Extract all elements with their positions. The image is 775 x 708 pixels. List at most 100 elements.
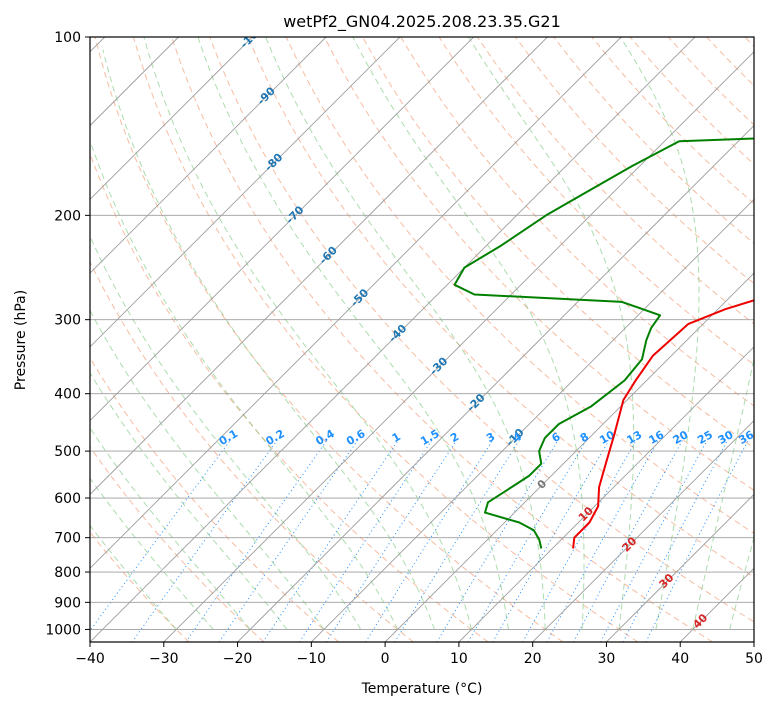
mixing-ratio-label: 25: [695, 428, 715, 447]
isotherm-line: [532, 420, 754, 642]
x-tick-label: −20: [223, 651, 253, 667]
isotherm-line: [311, 198, 754, 642]
isotherm-label: 30: [657, 571, 677, 591]
moist-adiabat-line: [265, 37, 546, 630]
chart-title: wetPf2_GN04.2025.208.23.35.G21: [283, 12, 561, 32]
mixing-ratio-line: [365, 440, 493, 642]
mixing-ratio-line: [492, 440, 610, 642]
moist-adiabat-line: [197, 37, 509, 630]
dry-adiabat-line: [94, 37, 564, 642]
isotherm-label: -80: [262, 150, 285, 173]
y-tick-label: 100: [54, 30, 81, 46]
isotherm-line: [90, 37, 253, 200]
dry-adiabat-line: [438, 37, 754, 366]
moist-adiabat-line: [619, 37, 700, 630]
x-axis: −40 −30 −20 −10 0 10 20 30 40 50: [75, 642, 763, 667]
x-tick-label: −10: [297, 651, 327, 667]
dry-adiabat-line: [362, 37, 754, 449]
dry-adiabat-line: [706, 37, 754, 87]
mixing-ratio-line: [645, 440, 749, 642]
dry-adiabat-line: [629, 37, 754, 165]
y-tick-label: 900: [54, 595, 81, 611]
isotherm-line: [90, 37, 474, 422]
y-tick-label: 700: [54, 531, 81, 547]
mixing-ratio-line: [262, 440, 399, 642]
isotherm-line: [753, 641, 754, 642]
isotherm-line: [458, 346, 754, 642]
isotherm-line: [90, 37, 327, 274]
moist-adiabat-line: [102, 49, 436, 630]
moist-adiabat-line: [90, 139, 399, 630]
isotherm-line: [679, 567, 754, 642]
mixing-ratio-line: [185, 440, 328, 642]
isotherm-line: [237, 124, 754, 642]
isotherm-line: [384, 272, 754, 642]
moist-adiabat-line: [90, 371, 288, 630]
isotherm-line: [606, 493, 754, 642]
mixing-ratio-labels: 0.1 0.2 0.4 0.6 1 1.5 2 3 4 6 8 10 13 16 20 25 30 36: [217, 427, 757, 448]
mixing-ratio-line: [467, 440, 587, 642]
mixing-ratio-line: [90, 440, 231, 632]
dry-adiabat-line: [744, 37, 754, 47]
y-tick-label: 400: [54, 387, 81, 403]
isotherm-label: -50: [348, 286, 371, 309]
isotherm-label: -40: [386, 322, 409, 345]
moist-adiabat-line: [692, 356, 754, 630]
y-tick-label: 800: [54, 565, 81, 581]
mixing-ratio-label: 1: [390, 430, 403, 445]
y-tick-label: 600: [54, 491, 81, 507]
moist-adiabat-line: [729, 535, 754, 630]
isotherm-label: 0: [535, 477, 550, 492]
mixing-ratio-label: 0.4: [313, 427, 337, 448]
y-tick-label: 200: [54, 208, 81, 224]
mixing-ratio-line: [131, 440, 278, 642]
mixing-ratio-label: 30: [716, 428, 736, 447]
isotherm-label: -90: [255, 84, 278, 107]
dry-adiabat-line: [90, 356, 339, 642]
x-tick-label: 30: [598, 651, 616, 667]
mixing-ratio-line: [436, 440, 559, 642]
dry-adiabat-line: [591, 37, 754, 205]
x-tick-label: −30: [149, 651, 179, 667]
mixing-ratio-line: [600, 440, 708, 642]
dry-adiabat-line: [90, 152, 489, 642]
moist-adiabat-line: [468, 37, 635, 630]
dry-adiabat-line: [323, 37, 754, 491]
dry-adiabat-line: [476, 37, 754, 325]
dry-adiabat-line: [90, 260, 414, 642]
isotherm-line: [90, 37, 622, 569]
x-tick-label: 20: [524, 651, 542, 667]
dry-adiabat-line: [285, 37, 754, 535]
y-tick-label: 300: [54, 313, 81, 329]
isotherm-label: -70: [283, 203, 306, 226]
mixing-ratio-label: 0.6: [344, 427, 368, 448]
x-tick-label: −40: [75, 651, 105, 667]
y-tick-label: 1000: [45, 622, 81, 638]
x-tick-label: 40: [671, 651, 689, 667]
y-axis-title: Pressure (hPa): [13, 290, 29, 390]
x-tick-label: 0: [381, 651, 390, 667]
moist-adiabat-line: [90, 477, 214, 630]
dry-adiabat-line: [515, 37, 754, 285]
x-axis-title: Temperature (°C): [361, 681, 483, 697]
moist-adiabat-line: [143, 37, 472, 630]
mixing-ratio-label: 20: [671, 428, 691, 447]
y-tick-label: 500: [54, 444, 81, 460]
temperature-profile-line: [572, 299, 754, 549]
y-axis: 100 200 300 400 500 600 700 800 900 1000: [45, 30, 90, 638]
dry-adiabat-line: [209, 37, 754, 623]
moist-adiabat-line: [90, 427, 251, 630]
moist-adiabat-line: [352, 37, 585, 630]
isotherm-label: -20: [464, 391, 487, 414]
moist-adiabat-line: [90, 235, 362, 630]
mixing-ratio-label: 16: [647, 428, 667, 447]
moist-adiabat-line: [90, 309, 325, 630]
isotherm-line: [163, 51, 754, 642]
isotherm-label: -30: [427, 354, 450, 377]
dry-adiabat-line: [553, 37, 754, 245]
mixing-ratio-label: 13: [624, 428, 644, 447]
mixing-ratio-line: [546, 440, 659, 642]
mixing-ratio-label: 0.2: [263, 427, 286, 448]
